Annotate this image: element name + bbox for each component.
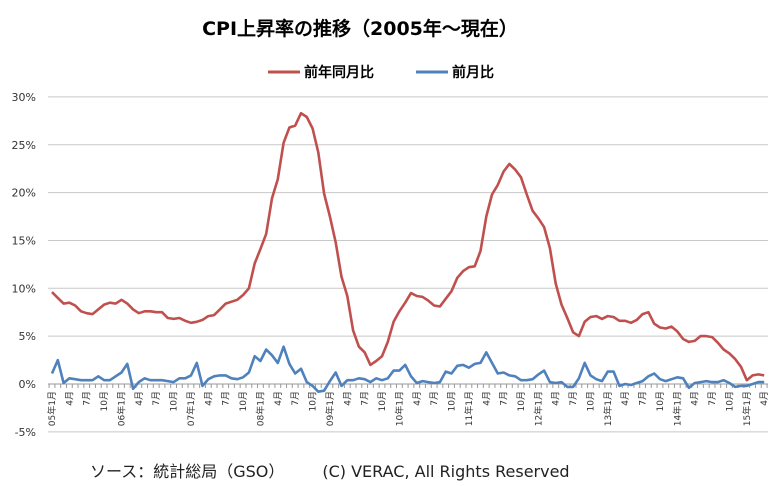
legend: 前年同月比 前月比: [268, 64, 494, 81]
x-tick-label: 7月: [360, 391, 371, 406]
y-tick-label: 10%: [12, 282, 36, 295]
legend-label-yoy: 前年同月比: [304, 64, 374, 81]
x-tick-label: 10月: [447, 391, 458, 411]
x-tick-label: 7月: [221, 391, 232, 406]
x-tick-label: 10月: [99, 391, 110, 411]
x-tick-label: 13年1月: [602, 391, 614, 426]
x-tick-label: 09年1月: [324, 391, 336, 426]
x-tick-label: 10月: [377, 391, 388, 411]
x-tick-label: 4月: [273, 391, 284, 406]
x-tick-label: 4月: [620, 391, 631, 406]
series-line-mom: [50, 345, 765, 394]
x-tick-label: 10月: [724, 391, 735, 411]
x-tick-label: 10年1月: [393, 391, 405, 426]
x-tick-label: 4月: [481, 391, 492, 406]
x-tick-label: 10月: [308, 391, 319, 411]
y-tick-label: 0%: [19, 378, 36, 391]
x-tick-label: 12年1月: [532, 391, 544, 426]
y-tick-label: -5%: [15, 426, 36, 439]
x-tick-label: 10月: [585, 391, 596, 411]
footer: ソース：統計総局（GSO） (C) VERAC, All Rights Reser…: [90, 458, 608, 482]
source-note: ソース：統計総局（GSO）: [90, 462, 285, 481]
x-tick-label: 10月: [169, 391, 180, 411]
x-tick-label: 4月: [134, 391, 145, 406]
y-tick-label: 15%: [12, 234, 36, 247]
x-tick-label: 15年1月: [741, 391, 753, 426]
series-line-yoy: [51, 111, 765, 382]
y-tick-label: 30%: [12, 91, 36, 104]
x-tick-label: 14年1月: [671, 391, 683, 426]
x-tick-label: 10月: [516, 391, 527, 411]
x-tick-label: 4月: [551, 391, 562, 406]
y-tick-label: 25%: [12, 139, 36, 152]
x-tick-label: 4月: [64, 391, 75, 406]
x-tick-label: 10月: [655, 391, 666, 411]
x-tick-label: 4月: [759, 391, 770, 406]
copyright-note: (C) VERAC, All Rights Reserved: [322, 462, 570, 481]
x-tick-label: 7月: [499, 391, 510, 406]
x-tick-label: 4月: [203, 391, 214, 406]
x-tick-label: 06年1月: [115, 391, 127, 426]
x-tick-label: 7月: [82, 391, 93, 406]
x-tick-label: 7月: [429, 391, 440, 406]
x-tick-label: 4月: [690, 391, 701, 406]
x-tick-label: 11年1月: [463, 391, 475, 426]
x-tick-label: 7月: [290, 391, 301, 406]
x-tick-label: 7月: [568, 391, 579, 406]
x-tick-label: 05年1月: [46, 391, 58, 426]
legend-label-mom: 前月比: [452, 64, 494, 81]
x-tick-label: 4月: [342, 391, 353, 406]
x-tick-label: 10月: [238, 391, 249, 411]
x-tick-label: 4月: [412, 391, 423, 406]
x-tick-label: 7月: [151, 391, 162, 406]
chart-title: CPI上昇率の推移（2005年～現在）: [202, 18, 518, 40]
x-tick-label: 07年1月: [185, 391, 197, 426]
x-tick-label: 08年1月: [254, 391, 266, 426]
y-tick-label: 5%: [19, 330, 36, 343]
x-tick-label: 7月: [707, 391, 718, 406]
x-tick-label: 7月: [638, 391, 649, 406]
y-tick-label: 20%: [12, 187, 36, 200]
